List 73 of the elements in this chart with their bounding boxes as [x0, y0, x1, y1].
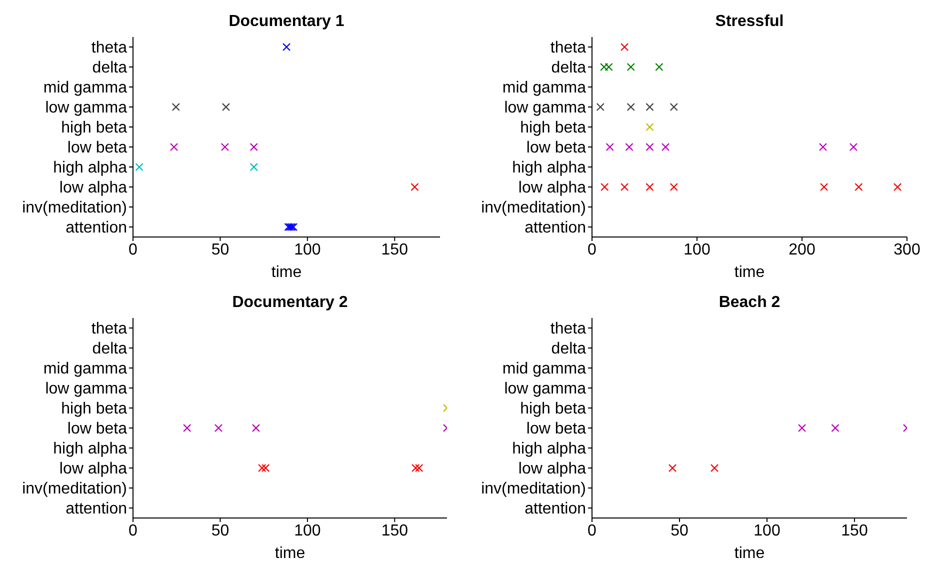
- x-tick-label: 100: [754, 522, 780, 540]
- y-tick-label: high beta: [61, 400, 128, 418]
- x-axis-title: time: [271, 264, 302, 281]
- y-tick-label: delta: [551, 60, 586, 77]
- y-tick-label: low alpha: [518, 460, 586, 478]
- y-tick-label: delta: [551, 340, 586, 358]
- y-tick-label: inv(meditation): [22, 200, 127, 217]
- y-tick-label: high beta: [520, 120, 586, 137]
- point: [250, 162, 258, 172]
- x-tick-label: 50: [211, 522, 230, 540]
- y-tick-label: high alpha: [53, 440, 128, 458]
- chart-title: Documentary 1: [228, 13, 346, 31]
- point: [222, 102, 230, 112]
- x-tick-label: 150: [381, 241, 408, 258]
- y-tick-label: low beta: [67, 140, 128, 157]
- x-tick-label: 0: [588, 241, 597, 258]
- chart-title: Documentary 2: [231, 294, 349, 312]
- y-tick-label: attention: [524, 500, 586, 518]
- y-tick-label: inv(meditation): [481, 200, 586, 217]
- y-tick-label: inv(meditation): [22, 480, 127, 498]
- y-tick-label: attention: [66, 500, 127, 518]
- point: [410, 182, 419, 192]
- x-tick-label: 50: [211, 241, 230, 258]
- chart-title: Stressful: [714, 13, 785, 31]
- x-tick-label: 0: [588, 522, 597, 540]
- point: [600, 182, 609, 192]
- y-tick-label: mid gamma: [502, 80, 586, 97]
- y-tick-label: low alpha: [59, 460, 128, 478]
- y-tick-label: low gamma: [504, 380, 586, 398]
- y-tick-label: high alpha: [53, 160, 128, 177]
- y-tick-label: theta: [550, 40, 586, 57]
- y-tick-label: low beta: [526, 420, 586, 438]
- y-tick-label: mid gamma: [43, 360, 128, 378]
- point: [620, 42, 629, 52]
- y-tick-label: attention: [66, 220, 127, 237]
- x-tick-label: 50: [670, 522, 688, 540]
- x-tick-label: 100: [294, 522, 321, 540]
- chart-title: Beach 2: [718, 294, 782, 312]
- y-tick-label: low beta: [526, 140, 586, 157]
- y-tick-label: mid gamma: [43, 80, 128, 97]
- x-tick-label: 150: [841, 522, 868, 540]
- x-axis-title: time: [274, 545, 306, 562]
- y-tick-label: high beta: [520, 400, 586, 418]
- y-tick-label: delta: [92, 60, 128, 77]
- x-axis-title: time: [734, 264, 765, 281]
- point: [282, 42, 291, 52]
- y-tick-label: attention: [524, 220, 586, 237]
- y-tick-label: theta: [550, 320, 586, 338]
- point: [414, 464, 424, 472]
- x-tick-label: 0: [128, 241, 138, 258]
- x-tick-label: 200: [788, 241, 816, 258]
- x-tick-label: 0: [128, 522, 138, 540]
- y-tick-label: high alpha: [512, 160, 586, 177]
- point: [646, 122, 654, 132]
- x-axis-title: time: [734, 545, 765, 562]
- y-tick-label: low gamma: [504, 100, 586, 117]
- x-tick-label: 100: [294, 241, 321, 258]
- y-tick-label: theta: [91, 320, 128, 338]
- y-tick-label: low gamma: [45, 380, 128, 398]
- y-tick-label: delta: [92, 340, 128, 358]
- y-tick-label: high alpha: [512, 440, 586, 458]
- x-tick-label: 150: [381, 522, 408, 540]
- y-tick-label: low alpha: [59, 180, 128, 197]
- x-tick-label: 300: [894, 241, 920, 258]
- y-tick-label: low gamma: [45, 100, 128, 117]
- y-tick-label: theta: [91, 40, 128, 57]
- x-tick-label: 100: [684, 241, 710, 258]
- y-tick-label: low alpha: [518, 180, 586, 197]
- point: [893, 182, 902, 192]
- y-tick-label: high beta: [61, 120, 128, 137]
- y-tick-label: mid gamma: [502, 360, 586, 378]
- y-tick-label: low beta: [67, 420, 128, 438]
- y-tick-label: inv(meditation): [481, 480, 586, 498]
